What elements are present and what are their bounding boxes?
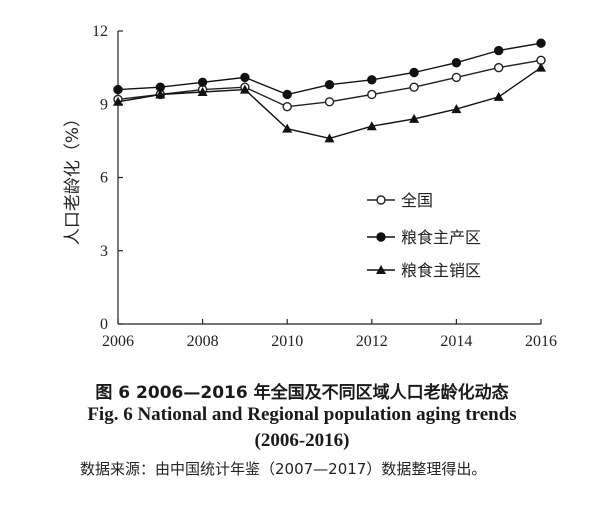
legend-item-2: 粮食主产区 — [367, 228, 481, 247]
data-point — [239, 84, 250, 94]
data-point — [367, 75, 377, 85]
data-point — [282, 101, 292, 112]
data-point — [409, 113, 420, 123]
data-point — [282, 123, 293, 133]
data-point — [366, 121, 377, 131]
data-point — [324, 97, 335, 107]
data-point — [493, 91, 504, 101]
legend-label: 全国 — [401, 191, 433, 210]
data-point — [197, 87, 208, 97]
y-tick-label: 12 — [92, 23, 108, 40]
series-2 — [113, 38, 546, 100]
data-source-note: 数据来源：由中国统计年鉴（2007—2017）数据整理得出。 — [80, 460, 487, 478]
data-point — [451, 104, 462, 114]
x-tick-label: 2014 — [440, 333, 472, 350]
y-tick-label: 0 — [100, 316, 108, 333]
x-tick-label: 2010 — [271, 333, 303, 350]
data-point — [536, 38, 546, 48]
data-point — [376, 232, 386, 242]
figure-caption-english: Fig. 6 National and Regional population … — [87, 404, 517, 425]
legend-label: 粮食主销区 — [401, 261, 481, 280]
data-point — [113, 84, 123, 95]
y-tick-label: 6 — [100, 170, 108, 187]
x-tick-label: 2008 — [187, 333, 219, 350]
data-point — [376, 265, 386, 274]
figure-caption-english-years: (2006-2016) — [254, 430, 350, 451]
data-point — [494, 45, 504, 56]
data-point — [451, 58, 462, 68]
data-point — [324, 133, 335, 143]
series-3 — [113, 62, 546, 143]
data-point — [376, 195, 386, 205]
legend-item-3: 粮食主销区 — [367, 261, 481, 280]
data-point — [113, 96, 123, 106]
data-point — [282, 89, 292, 100]
data-point — [536, 62, 546, 72]
x-tick-label: 2012 — [356, 333, 388, 350]
data-point — [367, 89, 377, 100]
data-point — [409, 67, 419, 78]
data-point — [409, 82, 419, 92]
data-point — [324, 80, 335, 90]
y-tick-label: 9 — [100, 96, 108, 113]
legend-label: 粮食主产区 — [401, 228, 481, 247]
line-chart: 0 3 6 9 12 2006 2008 2010 2012 2014 2016 全国粮食主产区粮食… — [63, 23, 557, 350]
legend-item-1: 全国 — [367, 191, 433, 210]
data-point — [494, 62, 504, 73]
data-point — [240, 72, 250, 83]
y-tick-label: 3 — [100, 243, 108, 260]
data-point — [197, 77, 208, 87]
axes: 0 3 6 9 12 2006 2008 2010 2012 2014 2016 — [92, 23, 557, 350]
data-point — [155, 89, 166, 99]
x-tick-label: 2016 — [525, 333, 557, 350]
series-layer — [113, 38, 546, 143]
x-tick-label: 2006 — [102, 333, 134, 350]
figure-caption-chinese: 图 6 2006—2016 年全国及不同区域人口老龄化动态 — [95, 383, 509, 403]
y-axis-label: 人口老龄化（%） — [63, 110, 83, 245]
data-point — [451, 72, 462, 83]
